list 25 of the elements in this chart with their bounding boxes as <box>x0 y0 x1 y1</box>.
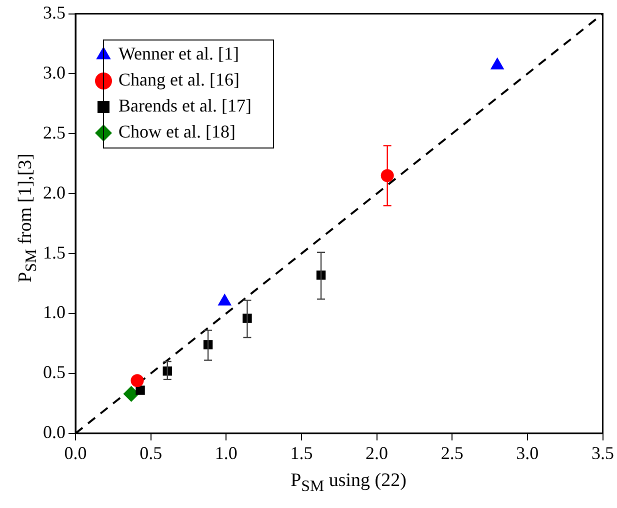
x-tick-label: 3.5 <box>592 442 614 463</box>
x-axis-title: P$_{SM}$ using (22) <box>290 470 408 496</box>
y-tick-label: 2.5 <box>43 122 66 142</box>
x-tick-label: 1.0 <box>214 442 238 463</box>
legend-label: Barends et al. [17] <box>118 96 252 116</box>
y-tick-label: 1.5 <box>43 242 66 262</box>
point <box>490 57 504 70</box>
point <box>136 386 145 395</box>
x-tick-label: 0.5 <box>140 442 162 463</box>
y-tick-label: 1.0 <box>43 302 66 322</box>
legend-label: Wenner et al. [1] <box>118 44 239 64</box>
x-tick-label: 0.0 <box>64 442 87 463</box>
x-tick-label: 3.0 <box>516 442 539 463</box>
y-tick-label: 3.5 <box>43 2 66 23</box>
x-tick-label: 2.5 <box>440 442 464 463</box>
x-tick-label: 1.5 <box>290 442 313 463</box>
y-tick-label: 2.0 <box>43 182 66 202</box>
y-tick-label: 0.5 <box>43 362 66 382</box>
legend-label: Chang et al. [16] <box>118 70 240 90</box>
legend-label: Chow et al. [18] <box>118 122 236 142</box>
y-tick-label: 0.0 <box>43 422 66 442</box>
y-tick-label: 3.0 <box>43 62 66 82</box>
x-tick-label: 2.0 <box>366 442 388 463</box>
point <box>123 386 140 402</box>
point <box>130 374 144 388</box>
